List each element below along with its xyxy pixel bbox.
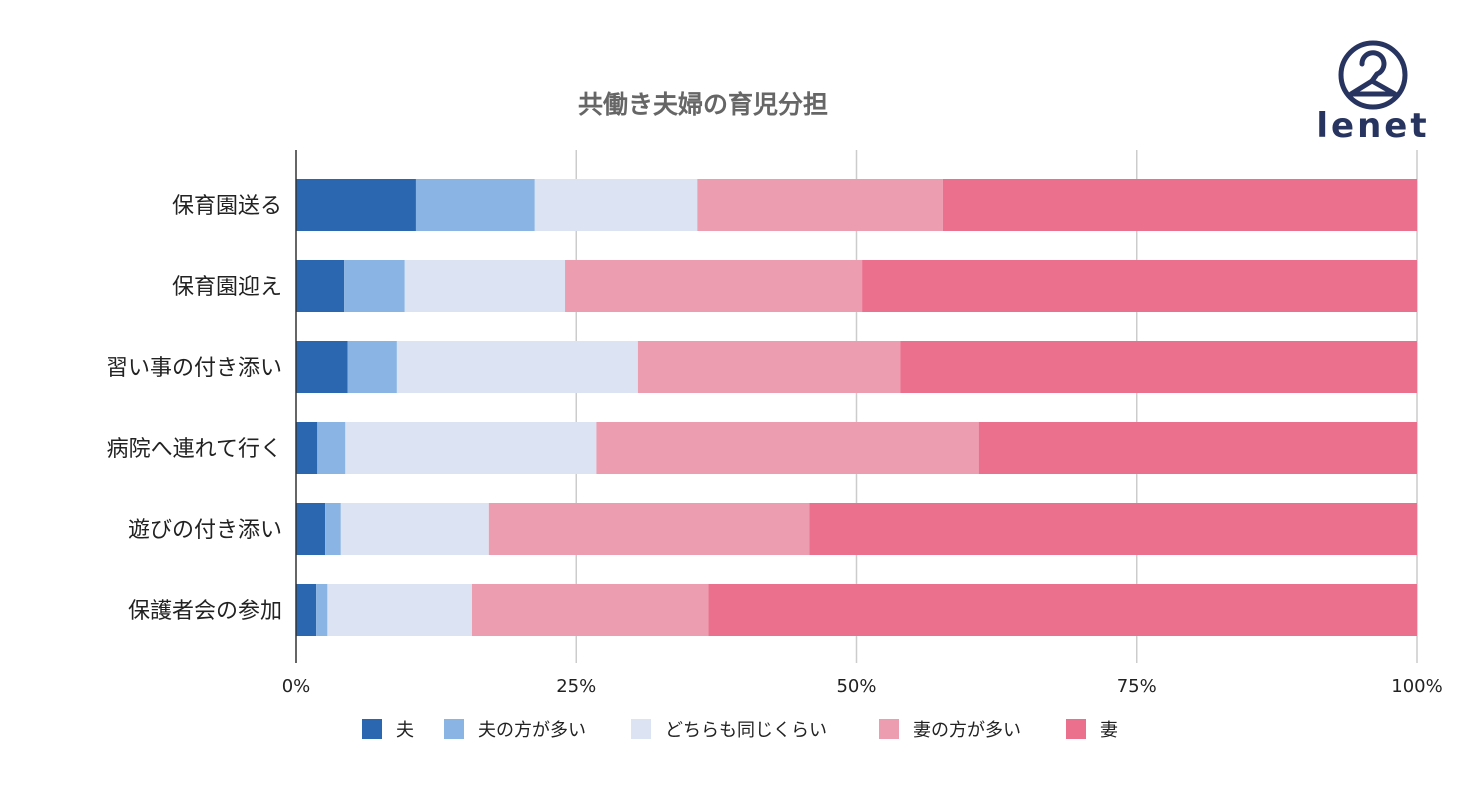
legend-swatch [631, 719, 651, 739]
category-label: 遊びの付き添い [128, 518, 282, 543]
bars [296, 179, 1417, 636]
bar-segment [396, 341, 638, 393]
x-tick-labels: 0% 25% 50% 75% 100% [282, 676, 1443, 697]
bar-segment [317, 422, 346, 474]
bar-segment [900, 341, 1417, 393]
bar-segment [942, 179, 1417, 231]
bar-segment [296, 179, 416, 231]
brand-name: lenet [1316, 106, 1429, 146]
bar-segment [296, 584, 317, 636]
bar-segment [697, 179, 943, 231]
legend-swatch [879, 719, 899, 739]
bar-segment [809, 503, 1417, 555]
bar-segment [978, 422, 1417, 474]
legend-label: 夫の方が多い [478, 720, 586, 741]
legend-swatch [444, 719, 464, 739]
category-label: 保護者会の参加 [128, 599, 282, 624]
bar-segment [404, 260, 566, 312]
x-tick-label: 75% [1117, 676, 1157, 697]
bar-segment [340, 503, 489, 555]
bar-segment [637, 341, 901, 393]
legend-item: 妻の方が多い [879, 719, 1021, 741]
bar-segment [596, 422, 979, 474]
legend-label: 妻 [1100, 720, 1118, 741]
bar-segment [347, 341, 397, 393]
x-tick-label: 25% [556, 676, 596, 697]
bar-segment [296, 260, 345, 312]
legend-item: 妻 [1066, 719, 1118, 741]
bar-segment [344, 260, 405, 312]
bar-segment [316, 584, 328, 636]
brand-logo: lenet [1316, 40, 1429, 146]
bar-segment [296, 503, 326, 555]
x-tick-label: 100% [1391, 676, 1442, 697]
x-tick-label: 0% [282, 676, 311, 697]
bar-segment [534, 179, 698, 231]
bar-segment [471, 584, 709, 636]
legend-label: どちらも同じくらい [665, 720, 827, 741]
hanger-circle-icon [1338, 40, 1408, 110]
bar-segment [325, 503, 341, 555]
category-label: 病院へ連れて行く [107, 437, 282, 462]
legend-swatch [362, 719, 382, 739]
bar-segment [296, 341, 348, 393]
legend-item: 夫 [362, 719, 414, 741]
category-label: 保育園送る [172, 194, 282, 219]
bar-segment [296, 422, 318, 474]
legend-item: 夫の方が多い [444, 719, 586, 741]
chart-title: 共働き夫婦の育児分担 [578, 90, 828, 119]
x-tick-label: 50% [836, 676, 876, 697]
category-label: 習い事の付き添い [106, 356, 282, 381]
legend-swatch [1066, 719, 1086, 739]
bar-segment [415, 179, 535, 231]
legend-item: どちらも同じくらい [631, 719, 827, 741]
bar-segment [565, 260, 863, 312]
bar-segment [862, 260, 1417, 312]
legend: 夫 夫の方が多い どちらも同じくらい 妻の方が多い 妻 [362, 719, 1118, 741]
bar-segment [708, 584, 1417, 636]
category-label: 保育園迎え [172, 275, 282, 300]
bar-segment [327, 584, 472, 636]
gridlines [575, 150, 1418, 663]
legend-label: 妻の方が多い [913, 720, 1021, 741]
legend-label: 夫 [396, 720, 414, 741]
bar-segment [488, 503, 810, 555]
bar-segment [345, 422, 597, 474]
